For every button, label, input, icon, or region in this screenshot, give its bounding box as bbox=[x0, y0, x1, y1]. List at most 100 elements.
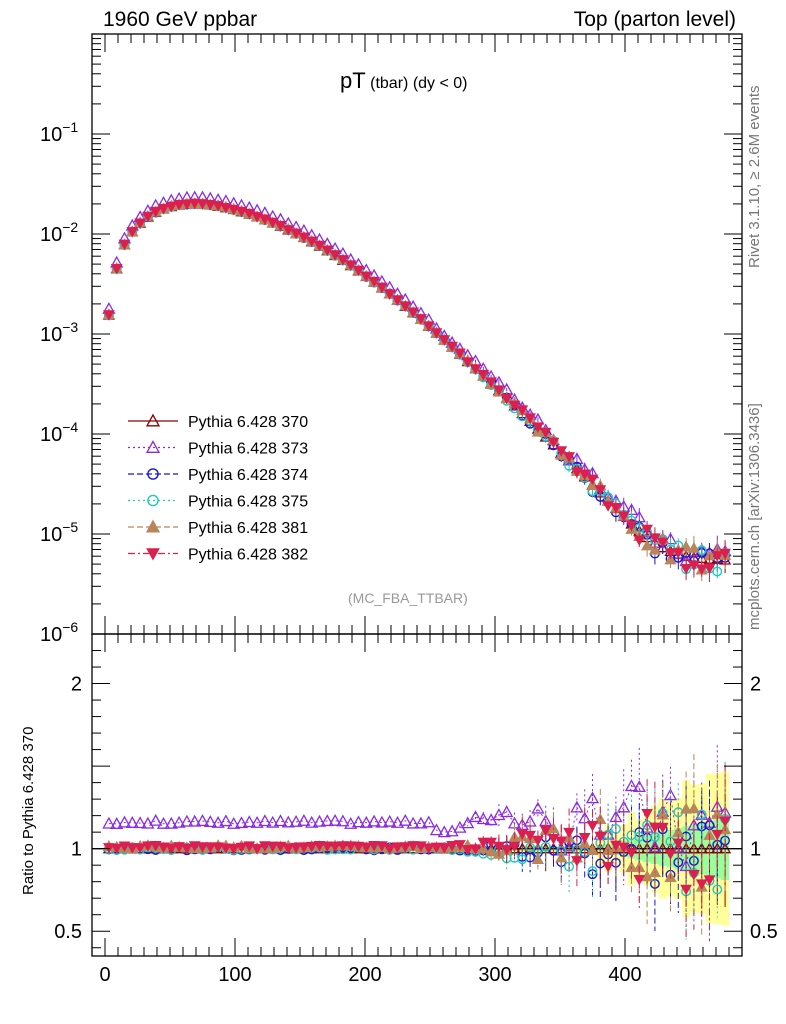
legend-label: Pythia 6.428 381 bbox=[188, 520, 308, 537]
ratio-point bbox=[126, 843, 139, 854]
main-point bbox=[493, 385, 505, 396]
ratio-point bbox=[680, 884, 692, 896]
ratio-ytick-label-left: 1 bbox=[71, 839, 82, 861]
ratio-point bbox=[531, 852, 545, 864]
ratio-point bbox=[446, 840, 458, 852]
ratio-point bbox=[344, 816, 358, 829]
ratio-series-line bbox=[108, 785, 726, 868]
ratio-point bbox=[564, 861, 575, 872]
ratio-point bbox=[516, 829, 529, 840]
ratio-point bbox=[422, 815, 436, 828]
main-point bbox=[157, 204, 170, 215]
axis-ticks bbox=[92, 33, 742, 956]
ratio-point bbox=[672, 838, 685, 849]
ratio-point bbox=[602, 861, 614, 873]
ratio-point bbox=[212, 842, 224, 853]
ratio-point bbox=[649, 822, 661, 834]
ratio-point bbox=[133, 816, 147, 829]
main-point bbox=[344, 260, 357, 271]
ratio-ytick-label-right: 0.5 bbox=[750, 921, 778, 943]
ratio-point bbox=[383, 814, 397, 827]
ratio-point bbox=[570, 800, 584, 813]
legend-marker bbox=[145, 413, 161, 427]
main-point bbox=[134, 218, 146, 230]
ratio-point bbox=[586, 820, 599, 832]
main-series-5 bbox=[103, 198, 731, 582]
legend-marker bbox=[146, 548, 160, 561]
main-point bbox=[648, 543, 662, 555]
ratio-point bbox=[625, 848, 638, 859]
plot-title-main: pT bbox=[340, 68, 366, 93]
xtick-label: 100 bbox=[218, 964, 251, 986]
ratio-point bbox=[149, 813, 163, 826]
ratio-point bbox=[321, 841, 334, 853]
ratio-point bbox=[383, 844, 396, 855]
ratio-point bbox=[181, 843, 193, 855]
main-point bbox=[633, 535, 646, 547]
ratio-point bbox=[165, 843, 178, 855]
ratio-ytick-label-right: 1 bbox=[750, 839, 761, 861]
header-right: Top (parton level) bbox=[573, 8, 736, 31]
ratio-point bbox=[234, 816, 249, 829]
main-ytick-label: 10−6 bbox=[40, 619, 78, 646]
main-point bbox=[712, 566, 723, 577]
main-point bbox=[578, 469, 591, 481]
legend-label: Pythia 6.428 382 bbox=[188, 547, 308, 564]
ratio-point bbox=[398, 813, 412, 826]
ratio-point bbox=[688, 870, 700, 881]
ratio-point bbox=[500, 805, 514, 818]
main-point bbox=[664, 548, 677, 559]
ratio-point bbox=[555, 836, 568, 847]
ratio-point bbox=[656, 808, 669, 820]
ratio-point bbox=[157, 842, 170, 854]
ratio-point bbox=[142, 841, 154, 852]
ratio-point bbox=[337, 841, 349, 852]
ratio-point bbox=[118, 841, 131, 852]
plot-title: pT (tbar) (dy < 0) bbox=[340, 68, 468, 94]
ratio-point bbox=[695, 879, 708, 890]
main-point bbox=[485, 377, 497, 388]
main-point bbox=[461, 357, 474, 368]
ratio-point bbox=[204, 842, 217, 853]
ratio-point bbox=[476, 812, 490, 825]
main-point bbox=[532, 422, 544, 433]
ratio-point bbox=[351, 815, 366, 828]
main-point bbox=[594, 485, 607, 496]
main-point bbox=[610, 503, 622, 514]
ratio-point bbox=[563, 827, 575, 839]
ratio-point bbox=[282, 843, 295, 855]
ratio-ylabel: Ratio to Pythia 6.428 370 bbox=[20, 726, 37, 895]
main-point bbox=[586, 474, 599, 486]
ratio-point bbox=[258, 814, 272, 827]
main-point bbox=[407, 307, 419, 319]
main-point bbox=[563, 452, 575, 463]
main-point bbox=[383, 289, 396, 300]
xtick-label: 0 bbox=[99, 964, 110, 986]
main-point bbox=[500, 393, 513, 405]
ratio-point bbox=[664, 849, 677, 860]
ratio-point bbox=[359, 815, 373, 828]
ratio-point bbox=[375, 815, 389, 828]
main-point bbox=[469, 364, 482, 375]
ratio-point bbox=[220, 843, 232, 855]
ratio-point bbox=[290, 842, 302, 854]
ratio-point bbox=[656, 822, 669, 834]
ratio-point bbox=[188, 841, 201, 852]
main-point bbox=[711, 551, 724, 562]
ratio-point bbox=[134, 843, 146, 854]
legend-label: Pythia 6.428 375 bbox=[188, 494, 308, 511]
ratio-point bbox=[328, 813, 342, 826]
ratio-point bbox=[329, 841, 341, 853]
ratio-point bbox=[687, 802, 701, 814]
main-ytick-label: 10−2 bbox=[40, 219, 78, 246]
ratio-point bbox=[367, 814, 381, 827]
main-point bbox=[430, 328, 443, 339]
ratio-point bbox=[594, 831, 607, 843]
ratio-point bbox=[679, 802, 693, 814]
main-point bbox=[641, 524, 653, 536]
main-point bbox=[126, 227, 139, 238]
rivet-label: Rivet 3.1.10, ≥ 2.6M events bbox=[746, 85, 763, 269]
ratio-point bbox=[633, 875, 646, 886]
ratio-point bbox=[259, 841, 271, 852]
ratio-point bbox=[703, 875, 716, 886]
